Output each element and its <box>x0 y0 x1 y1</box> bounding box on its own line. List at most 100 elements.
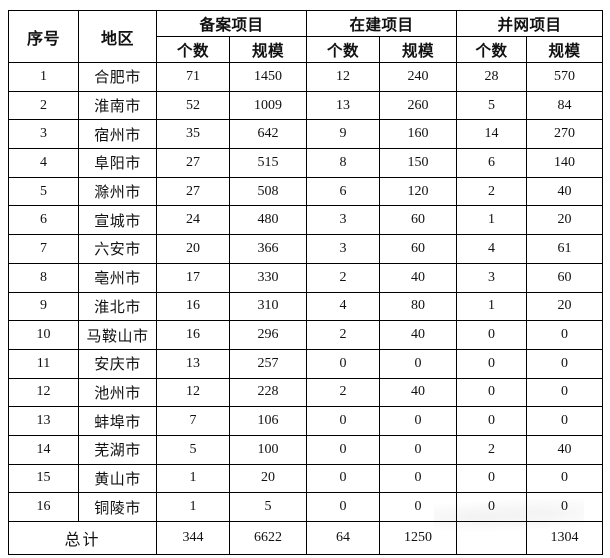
cell-grid-scale: 0 <box>526 320 604 350</box>
cell-building-scale: 120 <box>379 176 458 207</box>
column-header-region: 地区 <box>78 10 157 63</box>
cell-building-scale: 260 <box>379 90 458 121</box>
cell-filed-count: 7 <box>156 406 230 436</box>
cell-filed-count: 5 <box>156 434 230 465</box>
cell-building-scale: 60 <box>379 234 458 264</box>
cell-filed-count: 12 <box>156 377 230 408</box>
cell-seq: 9 <box>8 291 79 322</box>
cell-seq: 6 <box>8 205 79 236</box>
cell-grid-scale: 270 <box>526 119 604 150</box>
cell-filed-count: 13 <box>156 348 230 379</box>
cell-filed-scale: 515 <box>228 148 308 178</box>
table-row: 16 铜陵市 1 5 0 0 0 0 <box>8 492 604 522</box>
table-row: 9 淮北市 16 310 4 80 1 20 <box>8 291 604 322</box>
cell-filed-scale: 20 <box>228 463 308 494</box>
cell-seq: 16 <box>8 492 79 522</box>
table-total-row: 总计 344 6622 64 1250 1304 <box>8 521 604 555</box>
table-row: 11 安庆市 13 257 0 0 0 0 <box>8 348 604 379</box>
cell-building-count: 0 <box>306 348 381 379</box>
cell-filed-count: 16 <box>156 291 230 322</box>
column-header-filed-scale: 规模 <box>228 36 308 63</box>
column-group-header-grid: 并网项目 <box>456 10 604 37</box>
column-header-filed-count: 个数 <box>156 36 230 63</box>
cell-total-filed-count: 344 <box>156 521 230 555</box>
cell-region: 淮南市 <box>78 90 157 121</box>
cell-grid-scale: 20 <box>526 205 604 236</box>
cell-grid-scale: 570 <box>526 62 604 92</box>
cell-filed-scale: 480 <box>228 205 308 236</box>
cell-building-count: 0 <box>306 434 381 465</box>
cell-building-scale: 0 <box>379 406 458 436</box>
table-row: 6 宣城市 24 480 3 60 1 20 <box>8 205 604 236</box>
cell-building-count: 9 <box>306 119 381 150</box>
table-row: 14 芜湖市 5 100 0 0 2 40 <box>8 434 604 465</box>
cell-building-count: 13 <box>306 90 381 121</box>
cell-grid-scale: 20 <box>526 291 604 322</box>
cell-total-grid-count <box>456 521 528 555</box>
cell-region: 铜陵市 <box>78 492 157 522</box>
cell-grid-count: 3 <box>456 262 528 293</box>
cell-region: 合肥市 <box>78 62 157 92</box>
cell-total-label: 总计 <box>8 521 157 555</box>
cell-filed-scale: 296 <box>228 320 308 350</box>
cell-filed-scale: 508 <box>228 176 308 207</box>
cell-filed-count: 27 <box>156 176 230 207</box>
cell-region: 宿州市 <box>78 119 157 150</box>
cell-grid-scale: 40 <box>526 176 604 207</box>
cell-seq: 1 <box>8 62 79 92</box>
cell-grid-count: 0 <box>456 406 528 436</box>
column-header-grid-scale: 规模 <box>526 36 604 63</box>
cell-total-building-scale: 1250 <box>379 521 458 555</box>
cell-seq: 11 <box>8 348 79 379</box>
cell-building-count: 0 <box>306 406 381 436</box>
cell-region: 池州市 <box>78 377 157 408</box>
cell-grid-scale: 0 <box>526 348 604 379</box>
cell-region: 马鞍山市 <box>78 320 157 350</box>
cell-grid-count: 0 <box>456 492 528 522</box>
cell-total-filed-scale: 6622 <box>228 521 308 555</box>
cell-seq: 14 <box>8 434 79 465</box>
column-header-building-count: 个数 <box>306 36 381 63</box>
cell-grid-scale: 0 <box>526 463 604 494</box>
cell-grid-count: 0 <box>456 348 528 379</box>
cell-seq: 12 <box>8 377 79 408</box>
cell-building-count: 8 <box>306 148 381 178</box>
cell-grid-scale: 0 <box>526 492 604 522</box>
cell-grid-count: 2 <box>456 434 528 465</box>
cell-building-count: 6 <box>306 176 381 207</box>
cell-building-scale: 40 <box>379 262 458 293</box>
cell-region: 六安市 <box>78 234 157 264</box>
table-row: 3 宿州市 35 642 9 160 14 270 <box>8 119 604 150</box>
column-group-header-building: 在建项目 <box>306 10 458 37</box>
cell-seq: 13 <box>8 406 79 436</box>
cell-region: 宣城市 <box>78 205 157 236</box>
table-row: 5 滁州市 27 508 6 120 2 40 <box>8 176 604 207</box>
cell-total-grid-scale: 1304 <box>526 521 604 555</box>
cell-seq: 8 <box>8 262 79 293</box>
table-header: 序号 地区 备案项目 在建项目 并网项目 个数 规模 个数 规模 个数 规模 <box>8 10 604 63</box>
cell-filed-count: 20 <box>156 234 230 264</box>
cell-filed-scale: 310 <box>228 291 308 322</box>
cell-seq: 4 <box>8 148 79 178</box>
cell-filed-scale: 5 <box>228 492 308 522</box>
cell-building-scale: 80 <box>379 291 458 322</box>
cell-filed-count: 24 <box>156 205 230 236</box>
table-row: 13 蚌埠市 7 106 0 0 0 0 <box>8 406 604 436</box>
cell-region: 蚌埠市 <box>78 406 157 436</box>
cell-building-scale: 0 <box>379 492 458 522</box>
cell-building-scale: 0 <box>379 463 458 494</box>
table-row: 12 池州市 12 228 2 40 0 0 <box>8 377 604 408</box>
cell-grid-count: 14 <box>456 119 528 150</box>
cell-grid-scale: 61 <box>526 234 604 264</box>
cell-building-scale: 0 <box>379 348 458 379</box>
cell-building-scale: 150 <box>379 148 458 178</box>
cell-filed-scale: 1450 <box>228 62 308 92</box>
cell-region: 芜湖市 <box>78 434 157 465</box>
cell-filed-scale: 1009 <box>228 90 308 121</box>
cell-region: 安庆市 <box>78 348 157 379</box>
cell-filed-count: 1 <box>156 463 230 494</box>
cell-building-scale: 40 <box>379 320 458 350</box>
column-header-grid-count: 个数 <box>456 36 528 63</box>
cell-seq: 5 <box>8 176 79 207</box>
cell-building-count: 3 <box>306 234 381 264</box>
